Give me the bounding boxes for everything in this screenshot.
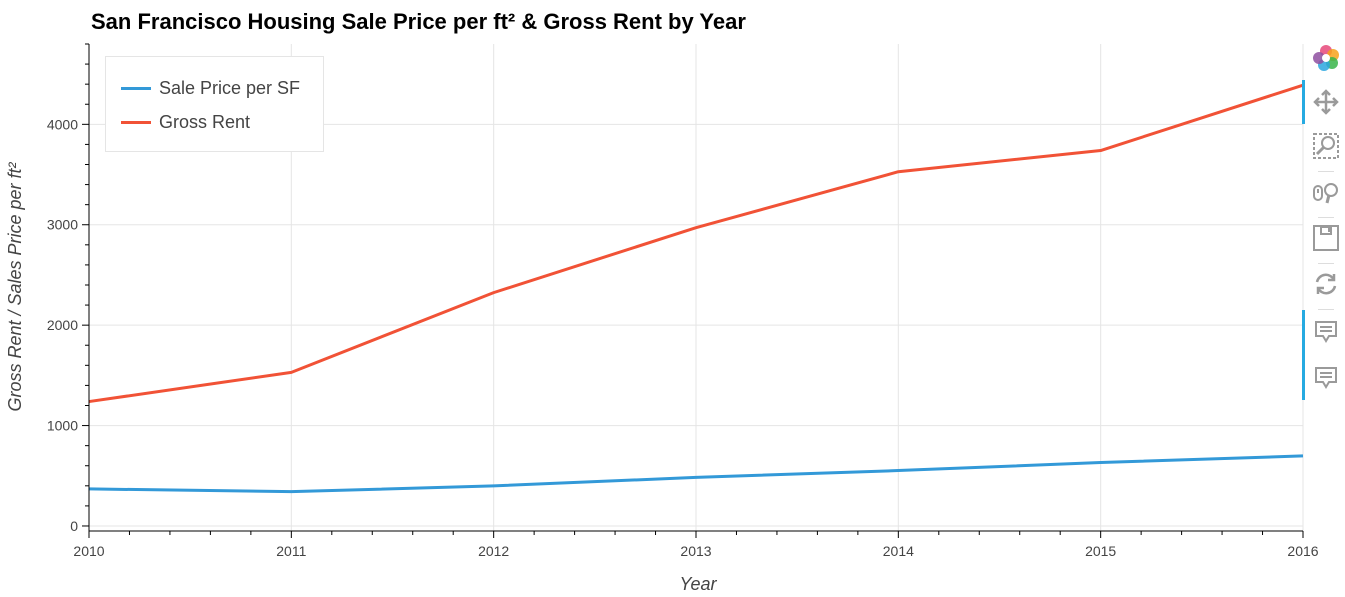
x-tick-label: 2014 <box>883 543 914 559</box>
bokeh-logo-icon[interactable] <box>1310 42 1342 74</box>
y-tick-label: 2000 <box>47 317 78 333</box>
hover-icon[interactable] <box>1310 316 1342 348</box>
series-line-sale-price <box>88 454 1304 494</box>
active-tool-indicator <box>1302 80 1305 124</box>
series-lines <box>88 83 1304 494</box>
save-icon[interactable] <box>1310 222 1342 254</box>
legend-swatch-gross-rent <box>121 120 151 124</box>
gridlines <box>88 44 1304 531</box>
toolbar-divider <box>1318 263 1334 264</box>
legend-item-gross-rent[interactable]: Gross Rent <box>121 111 250 133</box>
toolbar-divider <box>1318 309 1334 310</box>
y-tick-label: 0 <box>70 518 78 534</box>
box-zoom-icon[interactable] <box>1310 130 1342 162</box>
y-tick-label: 3000 <box>47 217 78 233</box>
chart-toolbar <box>1302 38 1345 408</box>
pan-icon[interactable] <box>1310 86 1342 118</box>
y-tick-label: 4000 <box>47 116 78 132</box>
wheel-zoom-icon[interactable] <box>1310 176 1342 208</box>
x-tick-label: 2015 <box>1085 543 1116 559</box>
x-tick-label: 2012 <box>478 543 509 559</box>
legend-swatch-sale-price <box>121 86 151 90</box>
y-axis-label: Gross Rent / Sales Price per ft² <box>5 161 25 411</box>
toolbar-divider <box>1318 171 1334 172</box>
legend-item-sale-price[interactable]: Sale Price per SF <box>121 77 300 99</box>
y-axis-ticks: 0 1000 2000 3000 4000 <box>47 43 89 534</box>
chart-title: San Francisco Housing Sale Price per ft²… <box>91 9 746 34</box>
x-tick-label: 2010 <box>73 543 104 559</box>
x-tick-label: 2013 <box>680 543 711 559</box>
x-tick-label: 2011 <box>276 543 306 559</box>
active-tool-indicator <box>1302 310 1305 400</box>
series-line-gross-rent <box>88 83 1304 404</box>
x-axis-ticks: 2010 2011 2012 2013 2014 2015 2016 <box>73 531 1319 559</box>
legend: Sale Price per SF Gross Rent <box>105 56 324 152</box>
reset-icon[interactable] <box>1310 268 1342 300</box>
toolbar-divider <box>1318 217 1334 218</box>
y-tick-label: 1000 <box>47 418 78 434</box>
x-tick-label: 2016 <box>1287 543 1318 559</box>
x-axis-label: Year <box>679 574 717 594</box>
hover-icon[interactable] <box>1310 362 1342 394</box>
legend-label-gross-rent: Gross Rent <box>159 111 251 132</box>
legend-label-sale-price: Sale Price per SF <box>159 77 301 98</box>
